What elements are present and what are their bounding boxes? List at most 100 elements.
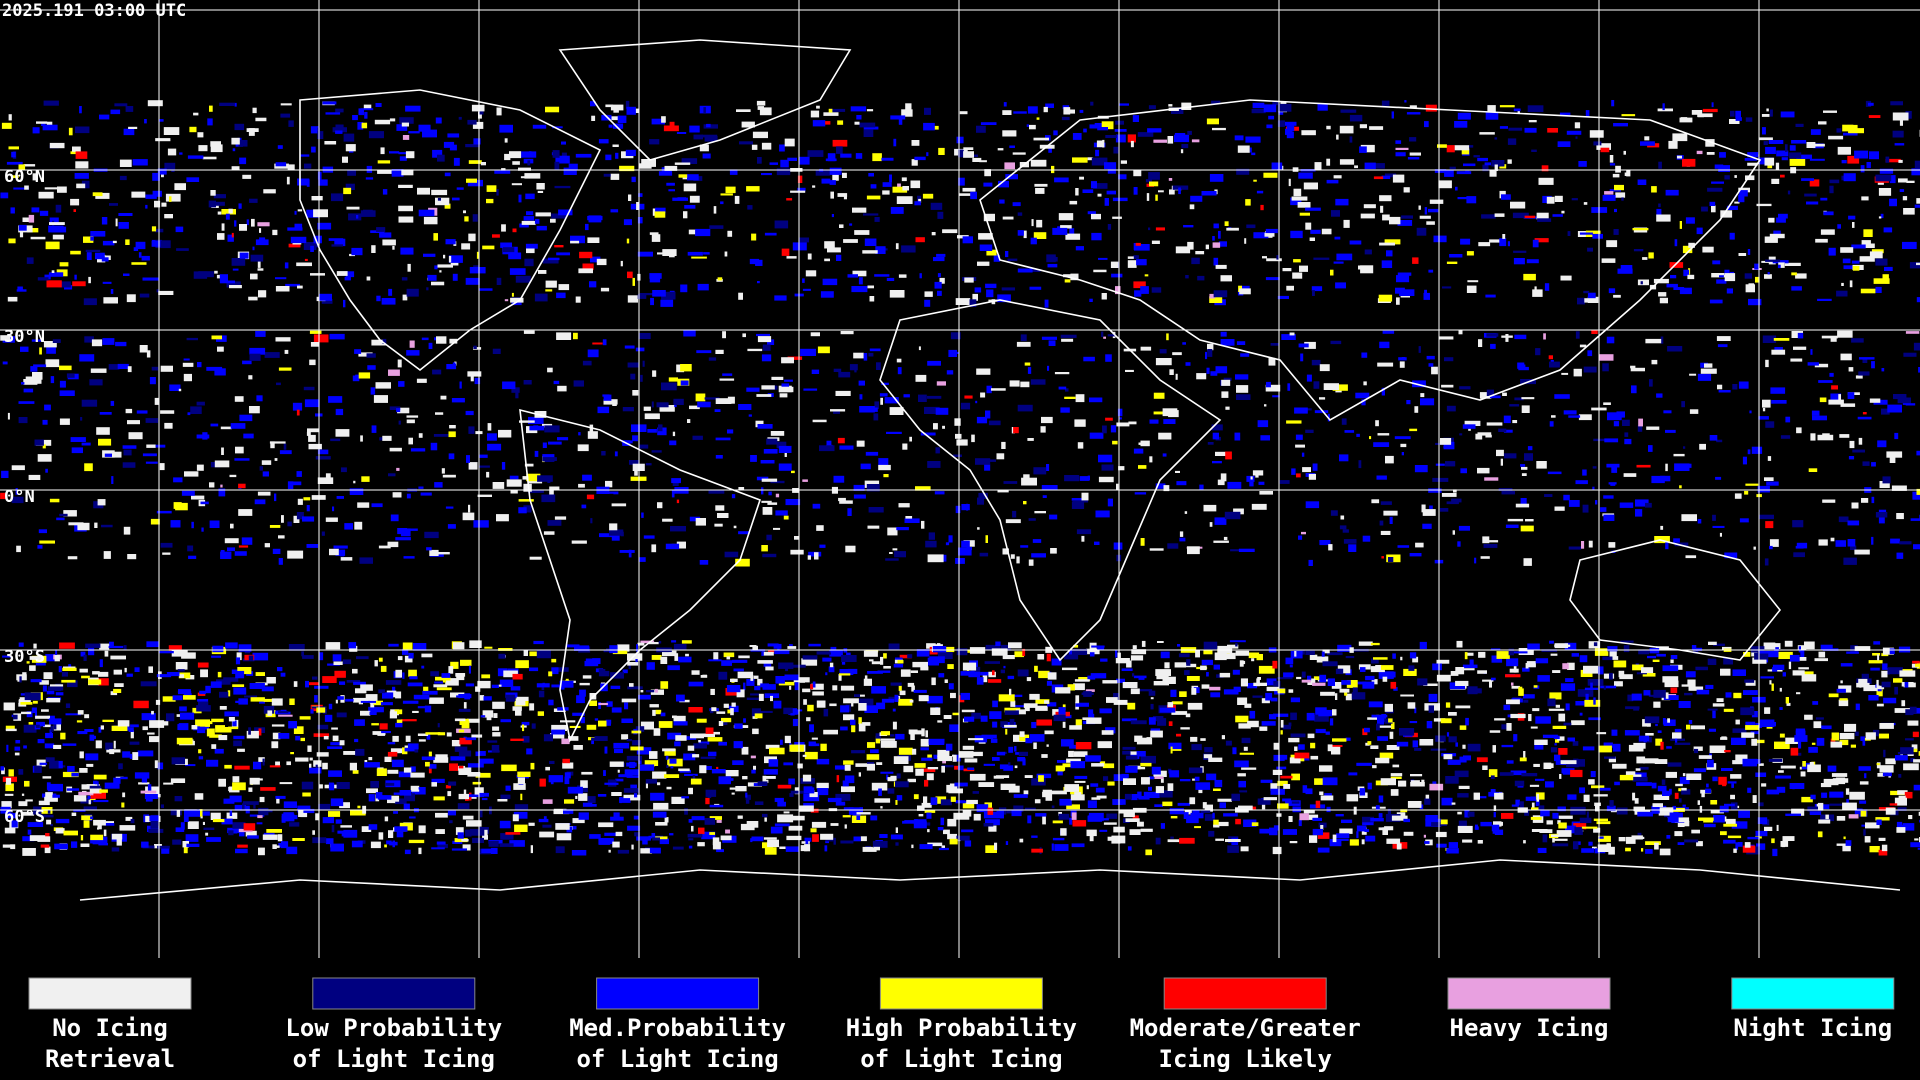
icing-pixel <box>560 720 576 723</box>
icing-pixel <box>1843 132 1858 136</box>
icing-pixel <box>1862 461 1870 466</box>
icing-pixel <box>645 847 661 854</box>
icing-pixel <box>428 342 433 349</box>
icing-pixel <box>465 144 480 148</box>
icing-pixel <box>1027 815 1032 824</box>
icing-pixel <box>763 660 772 667</box>
icing-pixel <box>1875 174 1892 182</box>
icing-pixel <box>158 290 174 295</box>
icing-pixel <box>224 538 239 544</box>
icing-pixel <box>250 254 264 262</box>
icing-pixel <box>1613 123 1628 127</box>
icing-pixel <box>1277 295 1289 299</box>
icing-pixel <box>1392 174 1405 183</box>
icing-pixel <box>450 756 466 761</box>
icing-pixel <box>704 397 720 400</box>
icing-pixel <box>228 726 239 730</box>
icing-pixel <box>8 146 19 150</box>
icing-pixel <box>663 125 679 132</box>
icing-pixel <box>674 653 679 661</box>
icing-pixel <box>46 121 53 126</box>
icing-pixel <box>1494 213 1505 217</box>
icing-pixel <box>854 121 860 125</box>
icing-pixel <box>1422 523 1432 529</box>
icing-pixel <box>1903 763 1919 771</box>
icing-pixel <box>1399 361 1405 368</box>
icing-pixel <box>850 719 856 725</box>
icing-pixel <box>110 289 114 294</box>
icing-pixel <box>210 141 221 147</box>
icing-pixel <box>1184 670 1190 676</box>
icing-pixel <box>1101 730 1114 735</box>
icing-pixel <box>1629 774 1642 778</box>
icing-pixel <box>746 186 760 192</box>
icing-pixel <box>1042 495 1047 498</box>
icing-pixel <box>683 183 697 192</box>
icing-pixel <box>651 401 654 408</box>
icing-pixel <box>543 531 555 535</box>
icing-pixel <box>833 475 845 483</box>
icing-pixel <box>102 240 115 246</box>
icing-pixel <box>336 496 344 499</box>
icing-pixel <box>272 229 278 236</box>
icing-pixel <box>467 119 477 125</box>
icing-pixel <box>1582 469 1587 476</box>
icing-pixel <box>1707 187 1723 192</box>
icing-pixel <box>322 676 337 683</box>
icing-pixel <box>313 334 329 343</box>
icing-pixel <box>11 496 24 504</box>
icing-pixel <box>1153 139 1167 143</box>
icing-pixel <box>388 369 400 376</box>
icing-pixel <box>1187 546 1200 555</box>
icing-pixel <box>58 281 71 288</box>
icing-pixel <box>661 291 676 300</box>
icing-pixel <box>26 257 34 264</box>
icing-pixel <box>1101 331 1104 337</box>
icing-pixel <box>554 161 560 170</box>
icing-pixel <box>96 427 110 435</box>
icing-pixel <box>1012 202 1021 207</box>
icing-pixel <box>306 242 319 248</box>
icing-pixel <box>1804 193 1817 197</box>
icing-pixel <box>1397 272 1412 276</box>
icing-pixel <box>757 424 773 429</box>
icing-pixel <box>259 228 262 233</box>
icing-pixel <box>1448 842 1458 848</box>
icing-pixel <box>1854 150 1869 159</box>
icing-pixel <box>110 655 126 660</box>
icing-pixel <box>776 441 787 449</box>
icing-pixel <box>1090 783 1099 787</box>
icing-pixel <box>883 474 889 478</box>
icing-pixel <box>1592 846 1597 849</box>
icing-pixel <box>510 686 521 691</box>
icing-pixel <box>1048 146 1052 153</box>
icing-pixel <box>1865 732 1876 740</box>
icing-pixel <box>1548 708 1565 711</box>
icing-pixel <box>1089 124 1099 129</box>
icing-pixel <box>581 504 587 509</box>
icing-pixel <box>316 752 329 757</box>
icing-pixel <box>178 672 191 679</box>
icing-pixel <box>1073 751 1088 757</box>
icing-pixel <box>504 138 508 143</box>
icing-pixel <box>1821 725 1832 730</box>
icing-pixel <box>1854 646 1871 651</box>
icing-pixel <box>1841 160 1847 164</box>
icing-pixel <box>1349 240 1362 245</box>
icing-pixel <box>1866 162 1871 169</box>
icing-pixel <box>239 252 249 259</box>
icing-pixel <box>1327 678 1335 686</box>
icing-pixel <box>1401 452 1404 456</box>
icing-pixel <box>147 825 160 832</box>
icing-pixel <box>1364 162 1376 170</box>
icing-pixel <box>1543 333 1546 340</box>
icing-pixel <box>1081 692 1094 695</box>
icing-pixel <box>1871 249 1884 254</box>
icing-pixel <box>820 291 834 298</box>
icing-pixel <box>164 422 173 429</box>
icing-pixel <box>53 236 56 239</box>
icing-pixel <box>286 846 298 855</box>
icing-pixel <box>487 423 492 431</box>
icing-pixel <box>824 258 830 262</box>
icing-pixel <box>1012 510 1017 518</box>
